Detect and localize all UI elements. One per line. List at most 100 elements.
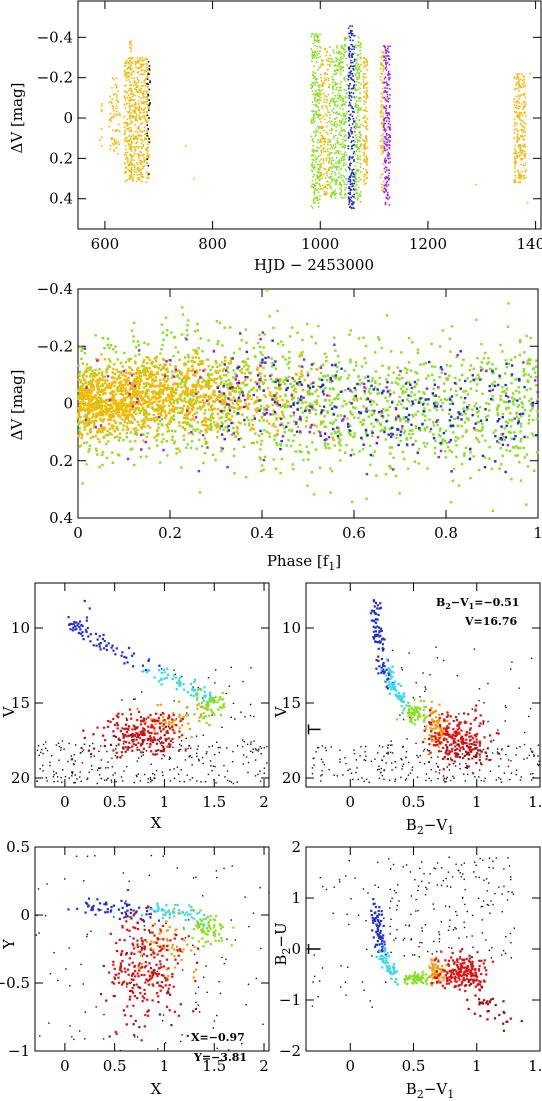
- data-point: [125, 73, 128, 76]
- data-point: [202, 395, 206, 399]
- data-point: [350, 76, 352, 79]
- data-point: [315, 39, 317, 42]
- data-point: [396, 366, 399, 369]
- data-point: [185, 362, 188, 366]
- data-point: [125, 128, 128, 131]
- data-point: [335, 167, 338, 169]
- data-point: [365, 182, 367, 184]
- data-point: [114, 83, 117, 86]
- data-point: [448, 402, 452, 406]
- data-point: [352, 87, 354, 90]
- data-point: [204, 393, 208, 397]
- data-point: [137, 407, 140, 410]
- data-point: [134, 124, 137, 126]
- data-point: [350, 43, 352, 46]
- data-point: [100, 404, 104, 407]
- data-point: [252, 441, 255, 445]
- data-point: [335, 151, 338, 154]
- data-point: [155, 439, 158, 442]
- data-point: [343, 451, 347, 454]
- data-point: [260, 464, 264, 467]
- data-point: [272, 458, 275, 461]
- data-point: [354, 171, 357, 174]
- data-point: [384, 166, 387, 168]
- data-point: [517, 386, 520, 389]
- data-point: [183, 421, 186, 424]
- data-point: [366, 96, 368, 99]
- data-point: [327, 168, 330, 170]
- data-point: [334, 83, 337, 85]
- data-point: [389, 350, 393, 353]
- data-point: [322, 173, 325, 175]
- data-point: [492, 372, 495, 375]
- data-point: [314, 156, 317, 158]
- data-point: [125, 71, 128, 74]
- data-point: [523, 104, 526, 107]
- data-point: [355, 125, 358, 128]
- data-point: [323, 168, 325, 170]
- data-point: [190, 404, 194, 408]
- data-point: [522, 101, 525, 103]
- data-point: [147, 129, 149, 131]
- data-point: [322, 158, 325, 160]
- data-point: [207, 387, 211, 391]
- data-point: [268, 391, 272, 394]
- data-point: [129, 448, 132, 451]
- data-point: [505, 448, 508, 452]
- x-tick-label: 0.6: [342, 524, 366, 542]
- data-point: [209, 427, 213, 430]
- data-point: [365, 147, 367, 150]
- data-point: [441, 440, 444, 443]
- data-point: [345, 89, 347, 91]
- data-point: [312, 493, 316, 496]
- data-point: [513, 158, 516, 160]
- data-point: [385, 378, 388, 381]
- data-point: [380, 64, 382, 66]
- data-point: [387, 414, 390, 417]
- data-point: [324, 95, 326, 97]
- data-point: [378, 338, 381, 341]
- data-point: [341, 130, 344, 132]
- data-point: [332, 49, 335, 51]
- data-point: [371, 434, 374, 438]
- data-point: [211, 365, 214, 369]
- data-point: [334, 377, 337, 380]
- data-point: [214, 424, 217, 427]
- data-point: [275, 433, 279, 436]
- data-point: [207, 379, 210, 382]
- data-point: [211, 453, 215, 456]
- data-point: [145, 355, 148, 359]
- data-point: [146, 98, 149, 100]
- data-point: [305, 322, 309, 326]
- data-point: [90, 380, 93, 383]
- data-point: [180, 399, 184, 402]
- data-point: [149, 383, 152, 387]
- data-point: [341, 179, 344, 182]
- data-point: [148, 426, 152, 429]
- data-point: [323, 150, 325, 153]
- data-point: [115, 142, 118, 145]
- data-point: [146, 114, 149, 117]
- data-point: [347, 78, 350, 81]
- data-point: [312, 85, 314, 88]
- data-point: [322, 92, 325, 95]
- data-point: [315, 33, 317, 35]
- data-point: [499, 394, 502, 398]
- data-point: [338, 152, 340, 155]
- data-point: [318, 95, 320, 98]
- data-point: [321, 83, 324, 86]
- data-point: [322, 64, 325, 66]
- data-point: [330, 132, 333, 135]
- data-point: [143, 93, 145, 96]
- data-point: [113, 402, 116, 405]
- data-point: [356, 169, 359, 171]
- data-point: [315, 35, 317, 38]
- data-point: [252, 386, 255, 390]
- data-point: [519, 85, 521, 87]
- data-point: [137, 178, 140, 181]
- data-point: [134, 135, 137, 138]
- data-point: [317, 37, 319, 39]
- data-point: [355, 117, 357, 119]
- data-point: [357, 197, 359, 199]
- data-point: [330, 152, 333, 154]
